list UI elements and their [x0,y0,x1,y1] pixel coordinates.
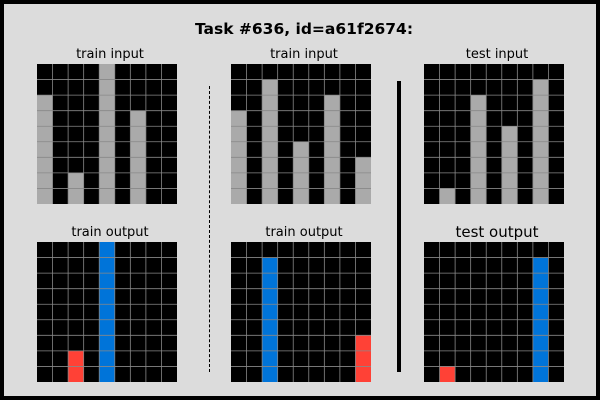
grid-svg [37,64,177,204]
grid-background [231,242,371,382]
panel-label-test-input: test input [465,47,529,62]
dashed-separator [209,86,210,372]
panel-label-train-input-1: train input [76,47,144,62]
panel-label-train-input-2: train input [270,47,338,62]
grid-svg [231,242,371,382]
grid-svg [424,64,564,204]
grid-train-input-1 [37,64,177,204]
grid-train-input-2 [231,64,371,204]
bar-red-col-1 [439,366,456,382]
solid-separator [397,81,401,372]
grid-svg [231,64,371,204]
panel-label-train-output-1: train output [71,225,149,240]
bar-grey-col-8 [355,157,371,204]
bar-grey-col-6 [324,95,340,204]
grid-train-output-2 [231,242,371,382]
bar-grey-col-1 [439,188,456,204]
figure-title: Task #636, id=a61f2674: [194,20,414,38]
panel-label-test-output: test output [455,223,539,241]
grid-svg [424,242,564,382]
grid-svg [37,242,177,382]
bar-grey-col-4 [99,64,115,204]
bar-blue-col-4 [99,242,115,382]
bar-grey-col-5 [501,126,518,204]
grid-test-output [424,242,564,382]
bar-red-col-8 [355,335,371,382]
bar-grey-col-3 [470,95,487,204]
grid-test-input [424,64,564,204]
panel-label-train-output-2: train output [265,225,343,240]
bar-grey-col-0 [37,95,53,204]
grid-train-output-1 [37,242,177,382]
